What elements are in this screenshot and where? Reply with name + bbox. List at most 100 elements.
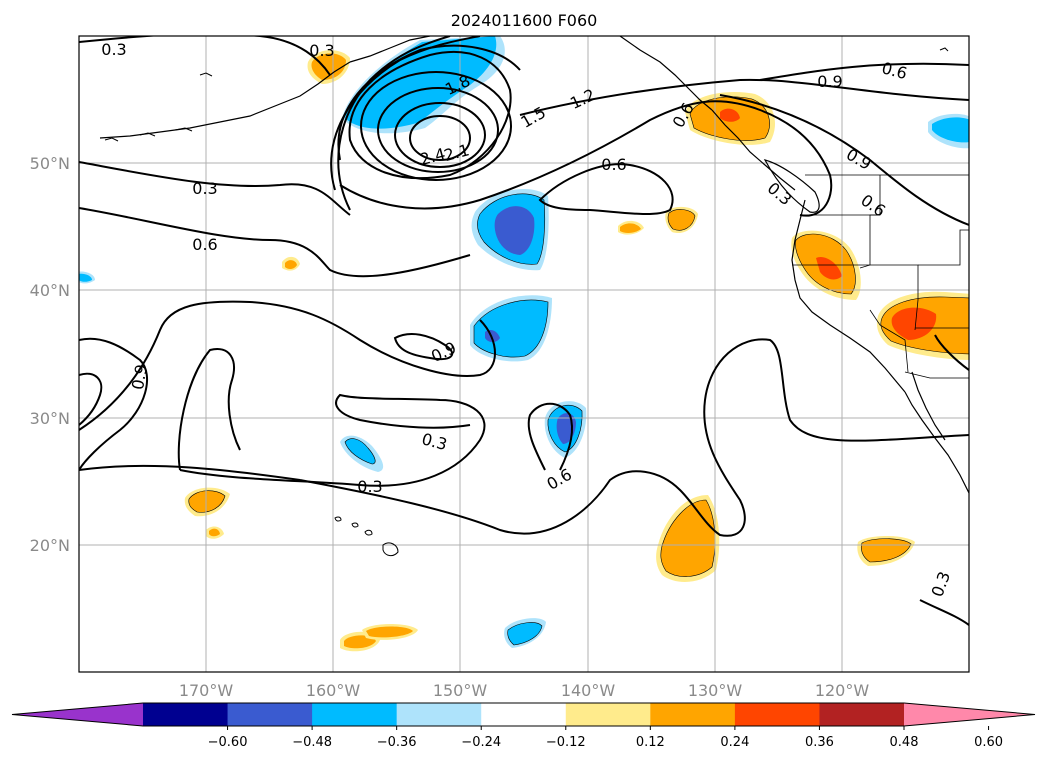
contour-line [934,334,969,371]
positive-anomaly-region [668,209,695,231]
contour-label: 0.6 [601,155,626,174]
lon-label: 170°W [179,681,234,700]
colorbar-tick-label: 0.36 [805,735,834,750]
aleutian-island [199,72,213,77]
colorbar-extend-high [904,703,1035,726]
positive-anomaly-region [816,256,842,280]
contour-line [177,348,241,471]
positive-anomaly-region [285,260,297,270]
longitude-labels: 170°W 160°W 150°W 140°W 130°W 120°W [179,681,870,700]
positive-anomaly-region [720,108,740,122]
colorbar-tick-label: 0.12 [636,735,665,750]
negative-anomaly-region [79,273,92,282]
gulf-of-california [911,371,946,441]
aleutian-island [104,137,119,142]
contour-label: 0.9 [817,72,842,91]
contour-line [393,333,454,361]
state-border [869,309,909,373]
lon-label: 140°W [561,681,616,700]
contour-line [538,163,674,216]
colorbar-tick-label: 0.48 [890,735,919,750]
positive-anomaly-region [344,635,376,649]
mexico-border [904,371,969,379]
positive-anomaly-region [311,53,346,80]
shade-outlines [188,96,969,646]
colorbar-segment [312,703,398,726]
bc-coast [711,109,796,191]
negative-anomaly-region [345,36,497,129]
colorbar-extend-low [12,703,143,726]
lat-label: 40°N [30,281,70,300]
aleutian-island [939,47,949,52]
contour-line [79,372,103,426]
hawaii-island [364,529,373,536]
figure-title: 2024011600 F060 [451,11,598,30]
colorbar-tick-label: −0.12 [546,735,586,750]
positive-anomaly-region [366,626,413,638]
contour-label: 0.3 [101,40,126,59]
vancouver-island [763,159,820,213]
shade-outline [860,538,912,563]
contour-line [79,161,351,216]
aleutian-island [174,127,193,132]
contour-line [339,100,833,217]
contour-line [79,337,149,471]
alaska-peninsula [349,36,431,63]
us-west-coast [791,199,906,393]
aleutian-island [139,132,156,137]
colorbar-segment [227,703,313,726]
shade-outline [660,499,716,577]
lat-label: 20°N [30,536,70,555]
colorbar-segment [819,703,905,726]
map-content: 0.3 0.3 0.3 0.6 0.9 1.8 2.4 2.1 1.5 1.2 … [79,36,969,672]
contour-line [527,402,573,471]
shade-outline [795,233,856,295]
contour-line [337,36,451,211]
lon-label: 130°W [688,681,743,700]
colorbar-tick-label: 0.60 [974,735,1003,750]
lat-label: 30°N [30,409,70,428]
contour-line [719,94,969,226]
shaded-field [79,36,969,652]
shade-outline [507,622,543,646]
map-frame [78,35,970,673]
contour-line [409,115,471,161]
contour-line [79,207,471,278]
lon-label: 160°W [306,681,361,700]
hawaii-island [351,522,359,528]
negative-anomaly-region [474,300,548,358]
contour-line [79,464,301,481]
hawaii-island [334,516,342,522]
shade-outline [344,438,376,465]
shade-outline [547,404,583,453]
contour-line [330,36,481,191]
contour-line [394,102,486,168]
contour-line [79,300,496,431]
colorbar-tick-label: −0.48 [292,735,332,750]
colorbar-segment [481,703,567,726]
positive-anomaly-region [620,223,641,234]
colorbar-segment [565,703,651,726]
contours [79,36,969,626]
contour-line [179,393,486,487]
positive-anomaly-region [891,307,937,340]
contour-line [759,62,969,81]
shade-outline [477,193,546,265]
contour-line [519,78,969,116]
lon-label: 150°W [433,681,488,700]
shade-outline [689,96,770,141]
colorbar-segment [650,703,736,726]
state-border [880,264,919,331]
map-panel: 0.3 0.3 0.3 0.6 0.9 1.8 2.4 2.1 1.5 1.2 … [78,35,970,673]
contour-line [377,87,499,173]
contour-label: 0.9 [128,363,151,391]
colorbar-tick-label: 0.24 [720,735,749,750]
colorbar-tick-label: −0.36 [377,735,417,750]
baja-coast [904,391,969,495]
negative-anomaly-region [345,438,376,464]
contour-line [348,50,512,179]
negative-anomaly-region [507,622,542,645]
hawaii-island [382,542,399,557]
lat-label: 50°N [30,154,70,173]
